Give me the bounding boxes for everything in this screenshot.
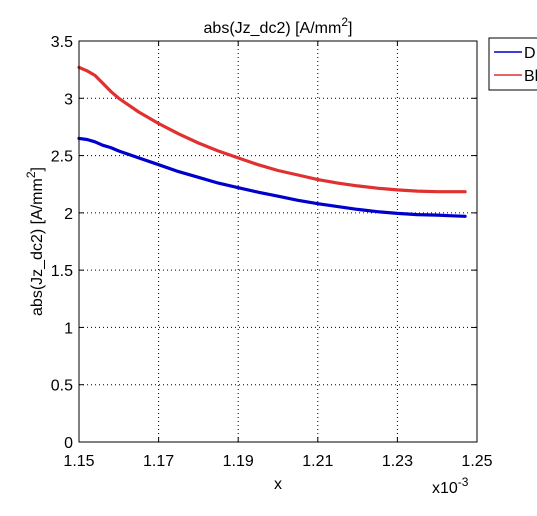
y-axis-label-superscript: 2	[24, 171, 38, 178]
y-axis-label-main: abs(Jz_dc2) [A/mm	[29, 178, 46, 316]
grid-lines	[79, 41, 477, 442]
legend-label-d: D	[524, 45, 536, 62]
x-tick-label: 1.17	[143, 453, 174, 470]
legend-label-bl: Bl	[524, 68, 537, 85]
plot-area	[79, 41, 477, 442]
series-lines	[77, 65, 467, 218]
x-axis-multiplier: x10-3	[432, 475, 469, 497]
y-tick-label: 3.5	[51, 34, 73, 51]
y-tick-label: 2	[64, 206, 73, 223]
x-tick-label: 1.15	[63, 453, 94, 470]
y-axis-label-suffix: ]	[29, 167, 46, 171]
chart-title-main: abs(Jz_dc2) [A/mm	[204, 20, 342, 37]
chart-title: abs(Jz_dc2) [A/mm2]	[204, 15, 353, 37]
y-axis-label: abs(Jz_dc2) [A/mm2]	[24, 167, 46, 316]
x-tick-label: 1.23	[382, 453, 413, 470]
y-tick-label: 3	[64, 91, 73, 108]
x-axis-label: x	[274, 476, 282, 493]
y-tick-label: 1.5	[51, 263, 73, 280]
x-tick-label: 1.19	[223, 453, 254, 470]
series-line-d	[77, 136, 467, 218]
y-tick-label: 2.5	[51, 149, 73, 166]
chart-title-suffix: ]	[348, 20, 352, 37]
y-tick-label: 0	[64, 435, 73, 452]
axis-ticks: 1.15 1.17 1.19 1.21 1.23 1.25 0 0.5 1 1.5 2 2.5 3 3.5	[51, 34, 493, 470]
x-tick-label: 1.25	[461, 453, 492, 470]
x-axis-multiplier-base: x10	[432, 480, 458, 497]
series-line-bl	[77, 65, 467, 194]
y-tick-label: 1	[64, 320, 73, 337]
legend: D Bl	[488, 37, 537, 91]
legend-box	[488, 37, 537, 91]
plot-frame	[78, 40, 478, 443]
x-axis-multiplier-exponent: -3	[458, 475, 469, 489]
chart-title-superscript: 2	[341, 15, 348, 29]
y-tick-label: 0.5	[51, 378, 73, 395]
x-tick-label: 1.21	[302, 453, 333, 470]
